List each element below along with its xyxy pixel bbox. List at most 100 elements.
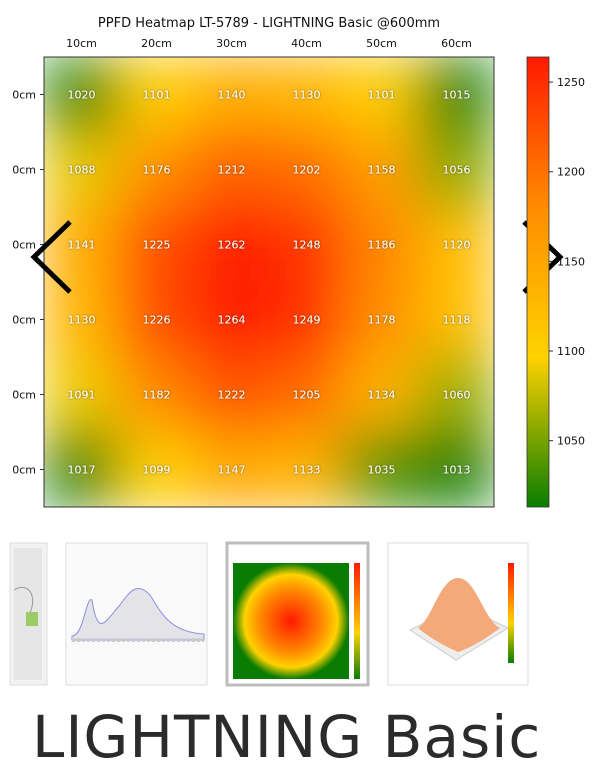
plot-frame — [43, 56, 495, 508]
heat-cell — [418, 206, 494, 283]
heat-cell — [418, 131, 494, 208]
thumbnail-strip — [9, 541, 529, 687]
cell-label: 1249 — [293, 314, 321, 327]
heat-cell — [193, 57, 270, 133]
cell-label: 1060 — [443, 389, 471, 402]
cell-label: 1091 — [68, 389, 96, 402]
cell-label: 1202 — [293, 164, 321, 177]
heat-cell — [268, 131, 345, 208]
heat-cell — [343, 356, 420, 433]
thumbnail[interactable] — [9, 542, 48, 686]
labels: 1020 1101 1140 1130 1101 1015 1088 1176 1212 1202… — [12, 37, 585, 477]
heat-cell — [193, 356, 270, 433]
cell-label: 1120 — [443, 239, 471, 252]
cell-label: 1141 — [68, 239, 96, 252]
y-tick-label: 0cm — [12, 164, 36, 177]
cell-label: 1147 — [218, 464, 246, 477]
heat-cell — [44, 57, 120, 133]
thumbnail[interactable] — [387, 542, 529, 686]
heat-cell — [193, 281, 270, 358]
cell-label: 1264 — [218, 314, 246, 327]
heat-cell — [44, 131, 120, 208]
x-tick-label: 30cm — [216, 37, 247, 50]
heat-cell — [343, 131, 420, 208]
heat-cell — [118, 281, 195, 358]
heat-cell — [418, 57, 494, 133]
cell-label: 1158 — [368, 164, 396, 177]
heat-cell — [193, 431, 270, 507]
x-tick-label: 50cm — [366, 37, 397, 50]
heat-cell — [44, 431, 120, 507]
cell-label: 1118 — [443, 314, 471, 327]
heatmap-cells — [44, 57, 494, 507]
heat-cell — [268, 57, 345, 133]
colorbar-tick-label: 1050 — [557, 435, 585, 448]
heat-cell — [268, 281, 345, 358]
cell-label: 1013 — [443, 464, 471, 477]
heat-cell — [193, 131, 270, 208]
y-tick-label: 0cm — [12, 239, 36, 252]
cell-label: 1140 — [218, 89, 246, 102]
colorbar-tick-label: 1250 — [557, 76, 585, 89]
x-tick-label: 20cm — [141, 37, 172, 50]
y-tick-label: 0cm — [12, 314, 36, 327]
chart-title: PPFD Heatmap LT-5789 - LIGHTNING Basic @… — [98, 16, 440, 31]
heat-cell — [44, 206, 120, 283]
colorbar-tick-label: 1100 — [557, 345, 585, 358]
heat-cell — [343, 431, 420, 507]
heat-cell — [118, 57, 195, 133]
cell-label: 1205 — [293, 389, 321, 402]
heat-cell — [268, 206, 345, 283]
cell-label: 1088 — [68, 164, 96, 177]
heat-cell — [268, 431, 345, 507]
x-tick-label: 40cm — [291, 37, 322, 50]
cell-label: 1262 — [218, 239, 246, 252]
heat-cell — [418, 281, 494, 358]
heat-cell — [418, 431, 494, 507]
heat-cell — [118, 206, 195, 283]
x-tick-label: 60cm — [441, 37, 472, 50]
cell-label: 1178 — [368, 314, 396, 327]
cell-label: 1056 — [443, 164, 471, 177]
thumbnail[interactable] — [65, 542, 208, 686]
colorbar-tick-label: 1150 — [557, 255, 585, 268]
cell-label: 1130 — [293, 89, 321, 102]
cell-label: 1015 — [443, 89, 471, 102]
cell-label: 1130 — [68, 314, 96, 327]
cell-label: 1248 — [293, 239, 321, 252]
heat-cell — [418, 356, 494, 433]
thumbnail-selected[interactable] — [225, 541, 370, 687]
heat-cell — [343, 206, 420, 283]
prev-arrow[interactable] — [30, 220, 72, 294]
heat-cell — [118, 131, 195, 208]
y-tick-label: 0cm — [12, 89, 36, 102]
heat-cell — [343, 57, 420, 133]
heat-cell — [193, 206, 270, 283]
cell-label: 1226 — [143, 314, 171, 327]
x-tick-label: 10cm — [66, 37, 97, 50]
heatmap-area — [44, 57, 494, 507]
cell-label: 1017 — [68, 464, 96, 477]
cell-label: 1133 — [293, 464, 321, 477]
cell-label: 1186 — [368, 239, 396, 252]
heat-cell — [118, 431, 195, 507]
heat-cell — [118, 356, 195, 433]
cell-label: 1222 — [218, 389, 246, 402]
product-title: LIGHTNING Basic — [32, 703, 542, 771]
cell-label: 1134 — [368, 389, 396, 402]
y-tick-label: 0cm — [12, 464, 36, 477]
cell-label: 1101 — [143, 89, 171, 102]
cell-label: 1176 — [143, 164, 171, 177]
cell-label: 1101 — [368, 89, 396, 102]
cell-label: 1225 — [143, 239, 171, 252]
colorbar — [526, 56, 550, 508]
heat-cell — [343, 281, 420, 358]
cell-label: 1212 — [218, 164, 246, 177]
colorbar-tick-label: 1200 — [557, 166, 585, 179]
cell-label: 1099 — [143, 464, 171, 477]
cell-label: 1035 — [368, 464, 396, 477]
heat-cell — [44, 281, 120, 358]
heat-cell — [44, 356, 120, 433]
y-tick-label: 0cm — [12, 389, 36, 402]
page: PPFD Heatmap LT-5789 - LIGHTNING Basic @… — [9, 16, 585, 766]
